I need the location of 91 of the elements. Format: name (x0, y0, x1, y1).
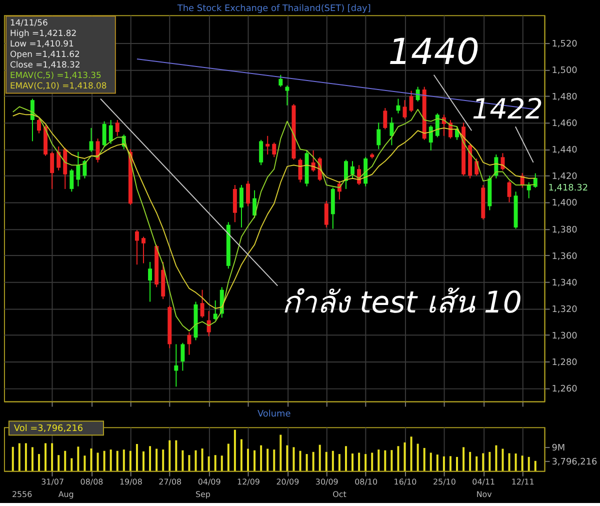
x-tick-label: 31/07 (41, 477, 64, 486)
annotation: 1440 (388, 32, 480, 73)
candlestick (324, 200, 328, 228)
x-tick-label: 08/08 (80, 477, 104, 486)
text: Nov (476, 490, 492, 499)
annotation: 14/11/56 (10, 18, 48, 28)
annotation: Open =1,411.62 (10, 48, 80, 59)
candlestick (246, 180, 250, 207)
x-tick-label: 12/09 (237, 477, 260, 486)
candlestick (115, 119, 120, 136)
y-tick-label: 1,460 (552, 119, 578, 130)
candlestick (232, 184, 237, 223)
candlestick (344, 159, 348, 190)
candlestick (37, 118, 41, 134)
chart-title: Volume (258, 410, 292, 420)
candlestick (266, 135, 270, 155)
candlestick (76, 151, 80, 187)
text: Oct (332, 490, 346, 499)
y-tick-label: 1,300 (552, 331, 578, 342)
y-tick-label: 1,280 (552, 358, 578, 368)
text: 1,418.32 (548, 183, 588, 194)
candlestick (82, 159, 87, 179)
candlestick (390, 116, 394, 146)
candlestick (134, 230, 139, 266)
candlestick (500, 152, 505, 171)
y-tick-label: 1,400 (552, 198, 578, 209)
text: 2556 (12, 490, 32, 499)
y-tick-label: 1,420 (552, 172, 578, 182)
annotation: Close =1,418.32 (10, 59, 80, 70)
candlestick (416, 86, 420, 102)
chart-title: The Stock Exchange of Thailand(SET) [day] (176, 4, 371, 14)
candlestick (376, 122, 381, 150)
candlestick (148, 261, 152, 302)
x-tick-label: 04/11 (472, 477, 496, 486)
candlestick (350, 160, 354, 179)
annotation: กำลัง test เส้น 10 (282, 286, 522, 321)
candlestick (96, 138, 100, 163)
x-tick-label: 25/10 (432, 477, 456, 486)
candlestick (428, 124, 433, 152)
text: EMAV(C,10) =1,418.08 (10, 80, 107, 90)
y-tick-label: 1,260 (552, 384, 578, 394)
candlestick (89, 127, 94, 152)
x-tick-label: 20/09 (276, 477, 300, 486)
annotation: High =1,421.82 (10, 28, 77, 38)
candlestick (402, 100, 407, 120)
x-tick-label: 12/11 (511, 477, 534, 486)
y-tick-label: 1,500 (552, 66, 578, 76)
x-tick-label: 08/10 (354, 477, 378, 486)
x-tick-label: 19/08 (119, 477, 142, 486)
x-tick-label: 04/09 (198, 477, 221, 486)
text: Aug (58, 490, 74, 499)
y-tick-label: 1,380 (552, 225, 578, 236)
candlestick (187, 332, 192, 356)
y-tick-label: 1,480 (552, 92, 578, 103)
x-tick-label: 16/10 (394, 477, 417, 486)
candlestick (30, 98, 34, 142)
candlestick (526, 182, 531, 199)
candlestick (533, 172, 538, 188)
candlestick (56, 146, 61, 171)
candlestick (180, 342, 185, 372)
candlestick (50, 151, 54, 190)
candlestick (102, 120, 106, 148)
x-tick-label: 30/09 (315, 477, 338, 486)
candlestick (174, 344, 178, 388)
y-tick-label: 9M (552, 444, 566, 454)
text: EMAV(C,5) =1,413.35 (10, 70, 102, 80)
y-tick-label: 1,520 (552, 40, 578, 50)
y-tick-label: 1,440 (552, 146, 578, 156)
candlestick (285, 84, 290, 106)
candlestick (70, 168, 74, 192)
candlestick (200, 289, 204, 318)
candlestick (409, 90, 414, 113)
y-tick-label: 1,320 (552, 304, 578, 315)
candlestick (383, 108, 388, 130)
y-tick-label: 1,360 (552, 252, 578, 262)
annotation: Vol =3,796,216 (14, 424, 84, 434)
candlestick (259, 139, 264, 166)
candlestick (396, 98, 400, 114)
candlestick (108, 119, 113, 144)
candlestick (206, 310, 211, 337)
text: Sep (195, 490, 210, 499)
annotation: Low =1,410.91 (10, 38, 74, 49)
candlestick (474, 158, 479, 176)
y-tick-label: 3,796,216 (552, 457, 598, 468)
candlestick (239, 184, 244, 228)
x-tick-label: 27/08 (158, 477, 182, 486)
candlestick (142, 236, 146, 264)
candlestick (213, 300, 218, 321)
candlestick (278, 74, 283, 88)
candlestick (272, 142, 276, 158)
y-tick-label: 1,340 (552, 278, 578, 288)
